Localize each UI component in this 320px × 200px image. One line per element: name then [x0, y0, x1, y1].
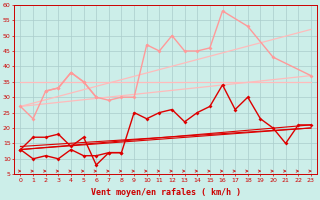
- X-axis label: Vent moyen/en rafales ( km/h ): Vent moyen/en rafales ( km/h ): [91, 188, 241, 197]
